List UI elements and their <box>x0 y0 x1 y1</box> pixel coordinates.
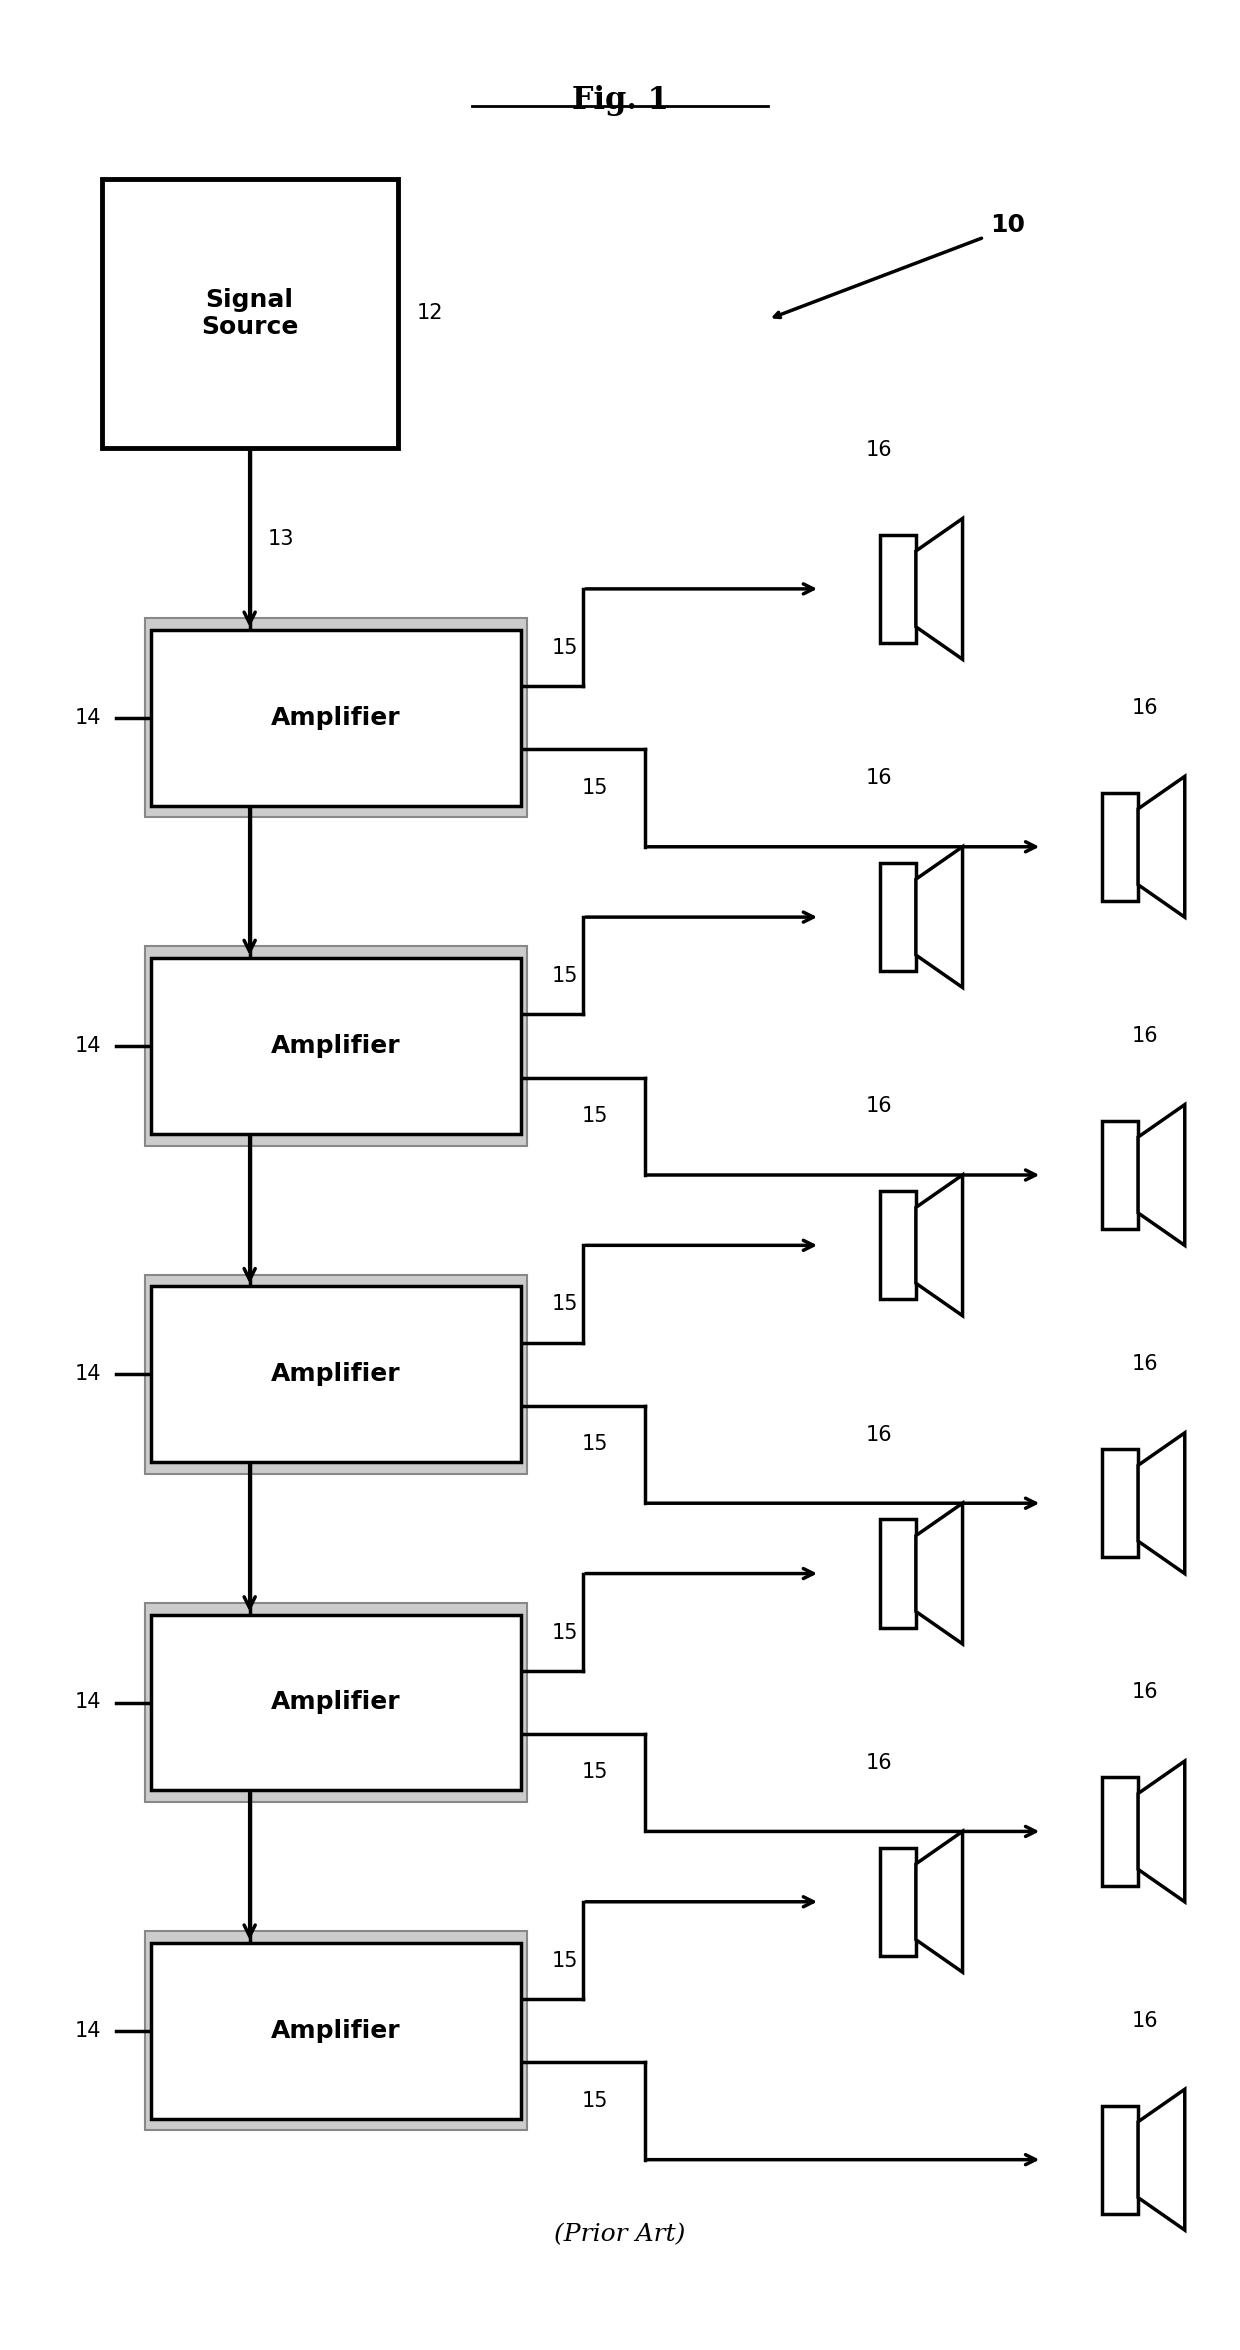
Text: 15: 15 <box>552 639 578 658</box>
Text: 16: 16 <box>866 1753 893 1772</box>
FancyBboxPatch shape <box>1102 792 1138 900</box>
Text: 14: 14 <box>76 1365 102 1384</box>
Text: 12: 12 <box>417 303 443 324</box>
FancyBboxPatch shape <box>879 1520 916 1629</box>
Polygon shape <box>1138 1434 1184 1574</box>
Text: 15: 15 <box>552 1950 578 1972</box>
Text: 14: 14 <box>76 1692 102 1713</box>
FancyBboxPatch shape <box>1102 1450 1138 1558</box>
Text: Amplifier: Amplifier <box>272 1363 401 1386</box>
FancyBboxPatch shape <box>879 862 916 971</box>
Text: 16: 16 <box>1131 2012 1158 2030</box>
Text: 16: 16 <box>1131 698 1158 717</box>
Polygon shape <box>916 846 962 987</box>
Polygon shape <box>916 1831 962 1972</box>
FancyBboxPatch shape <box>151 1943 521 2120</box>
FancyBboxPatch shape <box>145 618 527 818</box>
Text: 14: 14 <box>76 707 102 728</box>
Text: 16: 16 <box>1131 1354 1158 1375</box>
FancyBboxPatch shape <box>1102 1777 1138 1885</box>
Polygon shape <box>1138 2089 1184 2230</box>
FancyBboxPatch shape <box>102 179 398 449</box>
FancyBboxPatch shape <box>145 947 527 1147</box>
FancyBboxPatch shape <box>145 1603 527 1802</box>
Text: 16: 16 <box>1131 1683 1158 1701</box>
Polygon shape <box>916 519 962 660</box>
Text: 16: 16 <box>866 1097 893 1116</box>
Text: Fig. 1: Fig. 1 <box>572 85 668 115</box>
Text: (Prior Art): (Prior Art) <box>554 2223 686 2247</box>
FancyBboxPatch shape <box>879 1191 916 1300</box>
Text: 14: 14 <box>76 2021 102 2040</box>
Text: 15: 15 <box>552 966 578 987</box>
FancyBboxPatch shape <box>879 536 916 644</box>
Text: Amplifier: Amplifier <box>272 705 401 731</box>
FancyBboxPatch shape <box>879 1847 916 1955</box>
FancyBboxPatch shape <box>151 1614 521 1791</box>
Text: 15: 15 <box>552 1295 578 1314</box>
Text: 15: 15 <box>582 1434 609 1455</box>
Text: 10: 10 <box>991 214 1025 237</box>
Text: Signal
Source: Signal Source <box>201 287 299 338</box>
FancyBboxPatch shape <box>151 959 521 1135</box>
Polygon shape <box>1138 1104 1184 1246</box>
Text: 16: 16 <box>866 439 893 461</box>
Text: 15: 15 <box>582 2092 609 2110</box>
Text: 13: 13 <box>268 529 295 550</box>
Text: 15: 15 <box>582 1107 609 1126</box>
FancyBboxPatch shape <box>151 630 521 806</box>
Text: Amplifier: Amplifier <box>272 2019 401 2042</box>
Polygon shape <box>916 1175 962 1316</box>
Text: 16: 16 <box>1131 1027 1158 1046</box>
FancyBboxPatch shape <box>151 1285 521 1462</box>
FancyBboxPatch shape <box>145 1932 527 2131</box>
FancyBboxPatch shape <box>1102 1121 1138 1229</box>
Polygon shape <box>1138 776 1184 916</box>
Text: 14: 14 <box>76 1036 102 1055</box>
FancyBboxPatch shape <box>145 1274 527 1473</box>
FancyBboxPatch shape <box>1102 2106 1138 2214</box>
Polygon shape <box>1138 1760 1184 1901</box>
Text: 15: 15 <box>552 1624 578 1643</box>
Text: 16: 16 <box>866 1424 893 1445</box>
Text: 15: 15 <box>582 1762 609 1781</box>
Polygon shape <box>916 1504 962 1645</box>
Text: 15: 15 <box>582 778 609 797</box>
Text: 16: 16 <box>866 768 893 787</box>
Text: Amplifier: Amplifier <box>272 1034 401 1058</box>
Text: Amplifier: Amplifier <box>272 1690 401 1716</box>
